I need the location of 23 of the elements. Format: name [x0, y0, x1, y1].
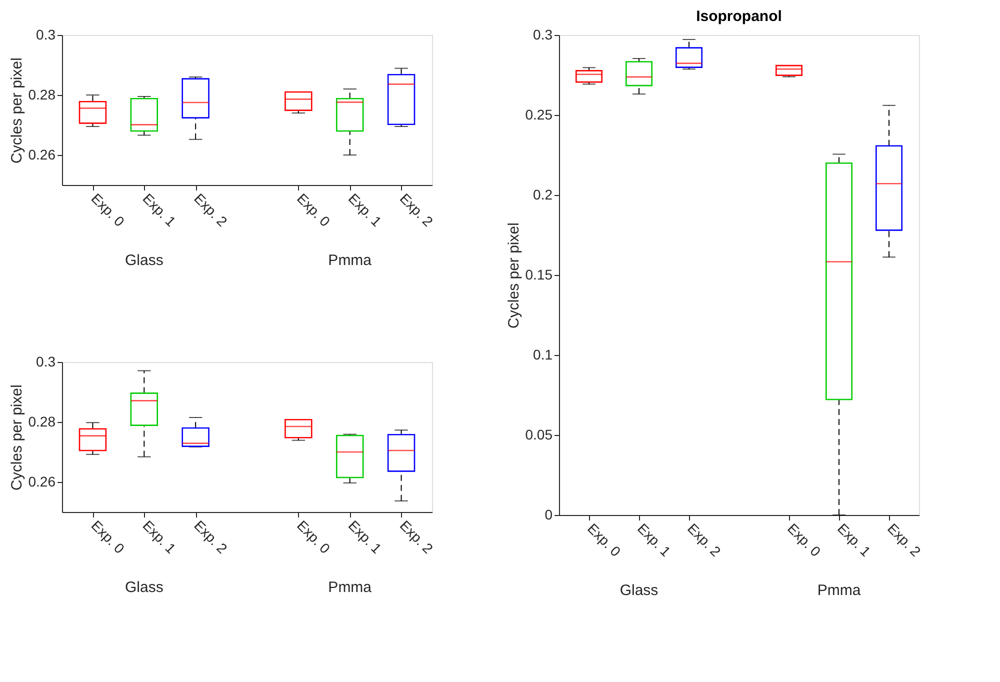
- text: Glass: [620, 582, 658, 599]
- y-tick-label: 0.15: [525, 266, 553, 282]
- y-tick-label: 0.3: [36, 354, 56, 370]
- y-tick-label: 0.3: [533, 26, 553, 42]
- y-tick-label: 0.05: [525, 426, 553, 442]
- text: Glass: [124, 252, 164, 269]
- y-tick-label: 0.2: [533, 186, 553, 202]
- y-tick-label: 0.28: [28, 86, 56, 102]
- y-axis-title: Cycles per pixel: [8, 58, 26, 164]
- y-tick-label: 0.25: [525, 106, 553, 122]
- chart-title: Isopropanol: [696, 8, 782, 25]
- y-tick-label: 0: [544, 506, 553, 522]
- y-tick-label: 0.1: [533, 346, 553, 362]
- y-axis-title: Cycles per pixel: [505, 222, 522, 328]
- y-tick-label: 0.26: [28, 474, 56, 490]
- y-tick-label: 0.26: [28, 146, 56, 162]
- text: Pmma: [328, 579, 372, 596]
- text: Pmma: [328, 252, 372, 269]
- text: Glass: [124, 579, 164, 596]
- y-tick-label: 0.28: [28, 414, 56, 430]
- text: Pmma: [817, 582, 862, 599]
- y-axis-title: Cycles per pixel: [8, 384, 26, 490]
- y-tick-label: 0.3: [36, 26, 56, 42]
